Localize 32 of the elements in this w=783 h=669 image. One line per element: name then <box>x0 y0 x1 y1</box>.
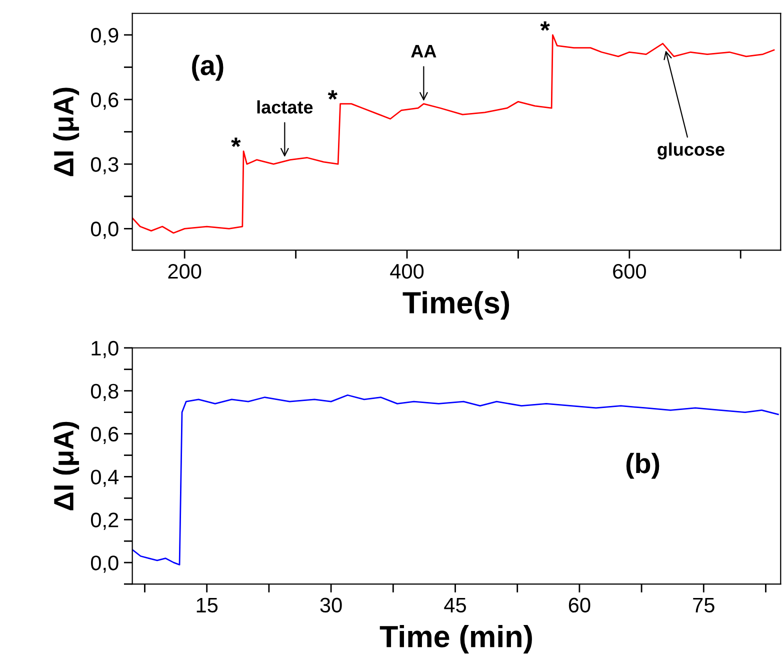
y-tick-label: 0,9 <box>90 28 118 46</box>
x-tick-label: 75 <box>693 598 714 613</box>
annotation: lactate <box>257 100 313 114</box>
y-tick-label: 0,6 <box>90 426 118 444</box>
y-tick-label: 0,4 <box>90 470 119 487</box>
x-axis-title: Time(s) <box>402 291 510 320</box>
y-tick-label: 1,0 <box>92 340 118 358</box>
y-tick-label: 0,0 <box>90 556 118 573</box>
annotation: (a) <box>192 54 224 81</box>
annotation: AA <box>411 45 436 58</box>
x-tick-label: 30 <box>320 598 342 613</box>
x-axis-title: Time (min) <box>380 624 532 654</box>
y-tick-label: 0,3 <box>90 157 118 174</box>
annotation: * <box>328 90 338 100</box>
x-tick-label: 60 <box>568 598 590 613</box>
x-tick-label: 45 <box>444 598 466 613</box>
annotation: * <box>231 138 241 147</box>
x-tick-label: 400 <box>390 264 424 279</box>
annotation: glucose <box>658 142 724 160</box>
annotation: (b) <box>626 452 660 479</box>
y-tick-label: 0,0 <box>90 222 118 239</box>
line-series <box>132 394 779 566</box>
line-series <box>132 34 775 234</box>
y-tick-label: 0,6 <box>90 92 118 110</box>
x-tick-label: 600 <box>613 264 646 279</box>
x-tick-label: 200 <box>168 264 202 279</box>
y-axis-title: ΔI (μA) <box>53 422 80 510</box>
annotation: * <box>540 21 550 31</box>
y-axis-title: ΔI (μA) <box>53 88 80 176</box>
x-tick-label: 15 <box>196 598 218 613</box>
y-tick-label: 0,8 <box>90 384 118 402</box>
y-tick-label: 0,2 <box>90 512 118 530</box>
